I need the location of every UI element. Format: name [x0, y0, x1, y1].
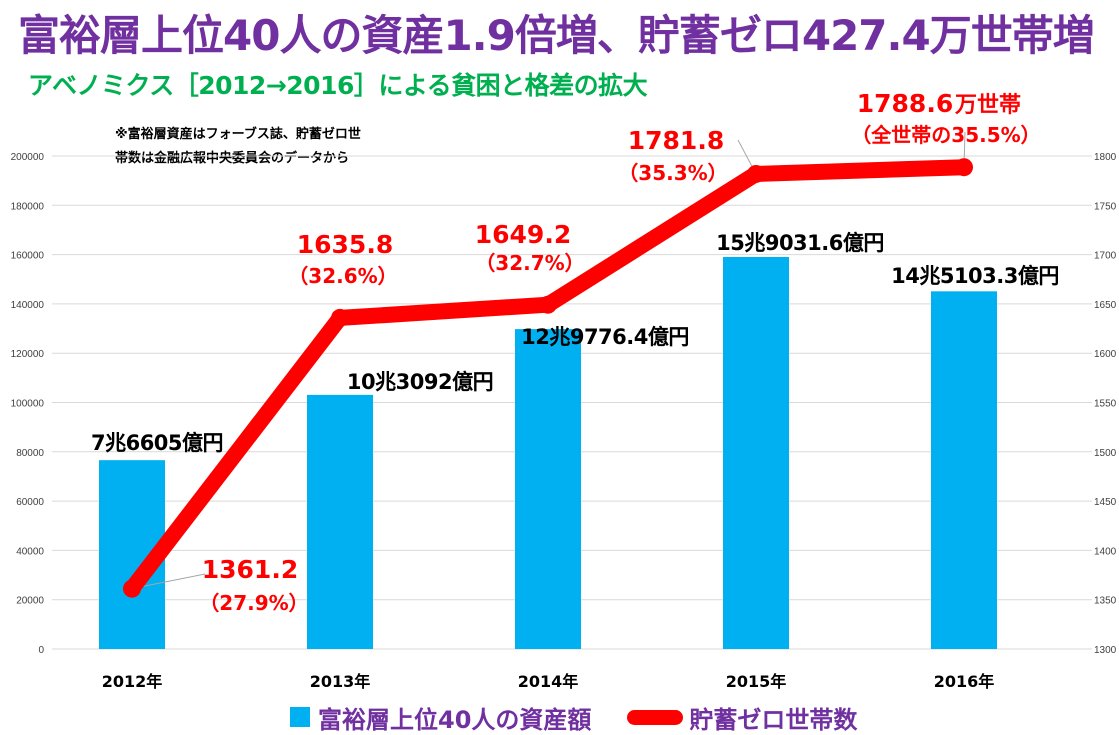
- y-right-tick-label: 1300: [1094, 645, 1117, 656]
- source-note: ※富裕層資産はフォーブス誌、貯蓄ゼロ世 帯数は金融広報中央委員会のデータから: [115, 123, 361, 171]
- line-data-label: 1788.6: [857, 89, 953, 118]
- y-right-tick-label: 1700: [1094, 251, 1117, 262]
- bar-data-label: 10兆3092億円: [347, 370, 493, 394]
- bar-data-label: 15兆9031.6億円: [716, 231, 884, 255]
- page-subtitle: アベノミクス［2012→2016］による貧困と格差の拡大: [28, 71, 648, 100]
- bar-data-label: 7兆6605億円: [91, 431, 223, 455]
- line-point: [955, 158, 973, 177]
- bar: [931, 291, 997, 649]
- line-pct-label: （32.6%）: [288, 264, 397, 288]
- y-right-tick-label: 1400: [1094, 546, 1117, 557]
- bar: [723, 256, 789, 649]
- x-tick-label: 2014年: [518, 672, 579, 691]
- line-point: [747, 164, 765, 183]
- y-right-tick-label: 1600: [1094, 349, 1117, 360]
- y-right-tick-label: 1500: [1094, 448, 1117, 459]
- bar: [515, 329, 581, 649]
- page-title: 富裕層上位40人の資産1.9倍増、貯蓄ゼロ427.4万世帯増: [18, 11, 1095, 60]
- bar-data-label: 12兆9776.4億円: [521, 325, 689, 349]
- line-data-label: 1649.2: [475, 220, 571, 249]
- source-note-line-2: 帯数は金融広報中央委員会のデータから: [115, 151, 350, 166]
- y-right-tick-label: 1450: [1094, 497, 1117, 508]
- line-pct-label: （全世帯の35.5%）: [851, 123, 1040, 147]
- x-tick-label: 2013年: [310, 672, 371, 691]
- y-left-tick-label: 140000: [11, 300, 45, 311]
- legend-bar-swatch: [290, 707, 310, 727]
- y-left-tick-label: 200000: [11, 152, 45, 163]
- x-tick-label: 2015年: [726, 672, 787, 691]
- y-right-tick-label: 1550: [1094, 399, 1117, 410]
- legend-bar-label: 富裕層上位40人の資産額: [318, 705, 592, 734]
- line-pct-label: （27.9%）: [199, 591, 308, 615]
- line-pct-label: （35.3%）: [618, 161, 727, 185]
- y-left-tick-label: 20000: [16, 596, 44, 607]
- y-left-tick-label: 60000: [16, 497, 44, 508]
- line-data-label: 1635.8: [297, 230, 393, 259]
- y-left-tick-label: 0: [38, 645, 44, 656]
- y-left-tick-label: 80000: [16, 448, 44, 459]
- bar: [307, 394, 373, 649]
- bar-data-label: 14兆5103.3億円: [891, 264, 1059, 288]
- legend-line-label: 貯蓄ゼロ世帯数: [689, 705, 858, 734]
- line-point: [123, 579, 141, 598]
- y-left-tick-label: 100000: [11, 399, 45, 410]
- line-pct-label: （32.7%）: [475, 251, 584, 275]
- line-unit-label: 万世帯: [954, 92, 1021, 118]
- y-right-tick-label: 1800: [1094, 152, 1117, 163]
- x-tick-label: 2012年: [102, 672, 163, 691]
- y-right-tick-label: 1350: [1094, 596, 1117, 607]
- source-note-line-1: ※富裕層資産はフォーブス誌、貯蓄ゼロ世: [115, 127, 361, 142]
- line-data-label: 1781.8: [628, 126, 724, 155]
- y-right-tick-label: 1750: [1094, 201, 1117, 212]
- line-point: [539, 295, 557, 314]
- leader-line: [131, 573, 206, 590]
- y-right-tick-label: 1650: [1094, 300, 1117, 311]
- chart-legend: 富裕層上位40人の資産額 貯蓄ゼロ世帯数: [290, 700, 857, 734]
- y-left-tick-label: 180000: [11, 201, 45, 212]
- y-left-tick-label: 40000: [16, 546, 44, 557]
- y-left-tick-label: 160000: [11, 251, 45, 262]
- y-left-tick-label: 120000: [11, 349, 45, 360]
- line-point: [331, 308, 349, 327]
- legend-line-swatch: [627, 709, 684, 725]
- line-data-label: 1361.2: [202, 555, 298, 584]
- x-tick-label: 2016年: [934, 672, 995, 691]
